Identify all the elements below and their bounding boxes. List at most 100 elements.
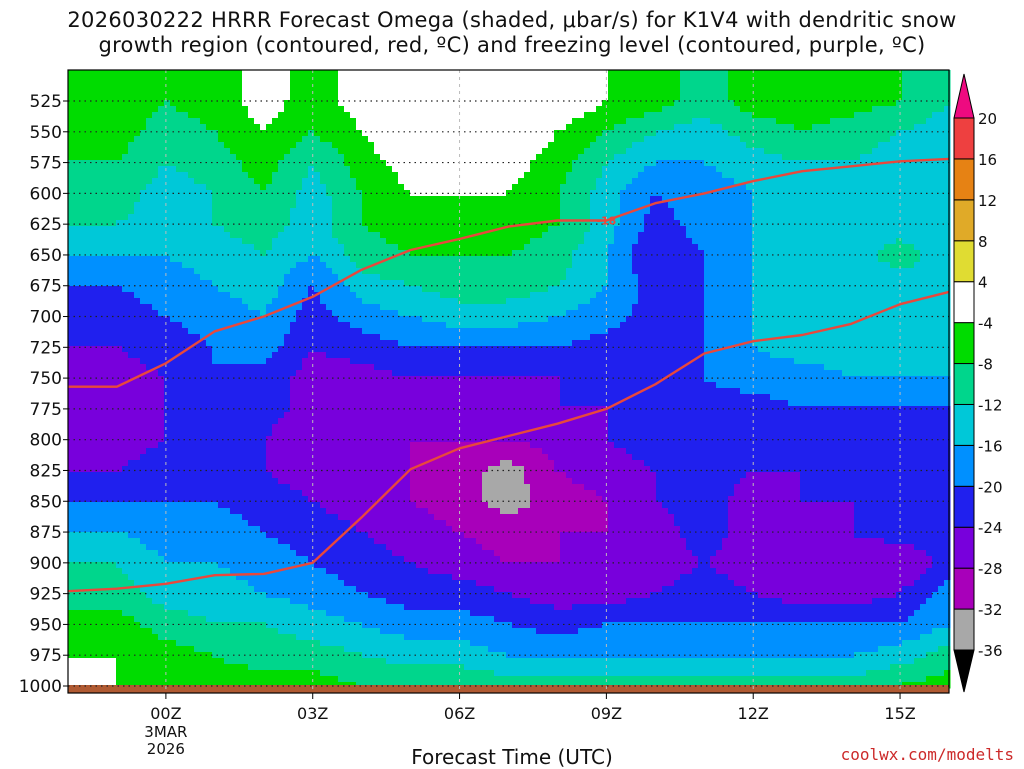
omega-cell bbox=[122, 568, 129, 575]
omega-cell bbox=[350, 556, 357, 563]
omega-cell bbox=[278, 640, 285, 647]
omega-cell bbox=[272, 268, 279, 275]
omega-cell bbox=[146, 160, 153, 167]
omega-cell bbox=[296, 136, 303, 143]
omega-cell bbox=[314, 196, 321, 203]
omega-cell bbox=[188, 130, 195, 137]
omega-cell bbox=[254, 394, 261, 401]
omega-cell bbox=[308, 238, 315, 245]
omega-cell bbox=[158, 520, 165, 527]
omega-cell bbox=[236, 472, 243, 479]
omega-cell bbox=[338, 430, 345, 437]
omega-cell bbox=[254, 256, 261, 263]
omega-cell bbox=[314, 598, 321, 605]
omega-cell bbox=[332, 172, 339, 179]
omega-cell bbox=[134, 424, 141, 431]
omega-cell bbox=[74, 448, 81, 455]
omega-cell bbox=[128, 544, 135, 551]
omega-cell bbox=[104, 490, 111, 497]
omega-cell bbox=[104, 286, 111, 293]
omega-cell bbox=[176, 328, 183, 335]
omega-cell bbox=[122, 148, 129, 155]
omega-cell bbox=[74, 346, 81, 353]
omega-cell bbox=[320, 340, 327, 347]
omega-cell bbox=[176, 304, 183, 311]
omega-cell bbox=[302, 496, 309, 503]
omega-cell bbox=[128, 184, 135, 191]
omega-cell bbox=[308, 244, 315, 251]
omega-cell bbox=[134, 352, 141, 359]
omega-cell bbox=[344, 328, 351, 335]
omega-cell bbox=[224, 448, 231, 455]
omega-cell bbox=[218, 334, 225, 341]
omega-cell bbox=[176, 112, 183, 119]
omega-cell bbox=[284, 370, 291, 377]
omega-cell bbox=[308, 514, 315, 521]
omega-cell bbox=[200, 496, 207, 503]
omega-cell bbox=[338, 208, 345, 215]
omega-cell bbox=[200, 274, 207, 281]
omega-cell bbox=[254, 142, 261, 149]
omega-cell bbox=[230, 124, 237, 131]
omega-cell bbox=[296, 184, 303, 191]
omega-cell bbox=[344, 88, 351, 95]
omega-cell bbox=[98, 676, 105, 683]
omega-cell bbox=[278, 340, 285, 347]
omega-cell bbox=[308, 352, 315, 359]
omega-cell bbox=[92, 82, 99, 89]
omega-cell bbox=[296, 430, 303, 437]
omega-cell bbox=[158, 250, 165, 257]
omega-cell bbox=[122, 172, 129, 179]
omega-cell bbox=[320, 226, 327, 233]
omega-cell bbox=[194, 406, 201, 413]
omega-cell bbox=[260, 592, 267, 599]
omega-cell bbox=[356, 322, 363, 329]
omega-cell bbox=[86, 94, 93, 101]
omega-cell bbox=[158, 478, 165, 485]
omega-cell bbox=[164, 298, 171, 305]
omega-cell bbox=[152, 508, 159, 515]
omega-cell bbox=[170, 232, 177, 239]
omega-cell bbox=[296, 130, 303, 137]
omega-cell bbox=[146, 286, 153, 293]
omega-cell bbox=[350, 286, 357, 293]
omega-cell bbox=[134, 604, 141, 611]
omega-cell bbox=[128, 244, 135, 251]
omega-cell bbox=[242, 304, 249, 311]
omega-cell bbox=[338, 340, 345, 347]
omega-cell bbox=[224, 658, 231, 665]
omega-cell bbox=[284, 634, 291, 641]
omega-cell bbox=[290, 112, 297, 119]
omega-cell bbox=[110, 310, 117, 317]
omega-cell bbox=[194, 316, 201, 323]
omega-cell bbox=[194, 364, 201, 371]
omega-cell bbox=[278, 334, 285, 341]
omega-cell bbox=[284, 430, 291, 437]
omega-cell bbox=[194, 538, 201, 545]
omega-cell bbox=[134, 238, 141, 245]
omega-cell bbox=[260, 598, 267, 605]
omega-cell bbox=[212, 388, 219, 395]
omega-cell bbox=[122, 502, 129, 509]
omega-cell bbox=[278, 136, 285, 143]
omega-cell bbox=[260, 406, 267, 413]
omega-cell bbox=[134, 472, 141, 479]
omega-cell bbox=[296, 556, 303, 563]
omega-cell bbox=[314, 250, 321, 257]
omega-cell bbox=[182, 652, 189, 659]
omega-cell bbox=[236, 610, 243, 617]
omega-cell bbox=[326, 292, 333, 299]
omega-cell bbox=[326, 394, 333, 401]
omega-cell bbox=[290, 442, 297, 449]
omega-cell bbox=[350, 550, 357, 557]
omega-cell bbox=[230, 148, 237, 155]
omega-cell bbox=[278, 196, 285, 203]
omega-cell bbox=[104, 658, 111, 665]
omega-cell bbox=[236, 106, 243, 113]
omega-cell bbox=[218, 610, 225, 617]
omega-cell bbox=[140, 466, 147, 473]
omega-cell bbox=[182, 250, 189, 257]
omega-cell bbox=[98, 598, 105, 605]
omega-cell bbox=[296, 604, 303, 611]
omega-cell bbox=[140, 502, 147, 509]
